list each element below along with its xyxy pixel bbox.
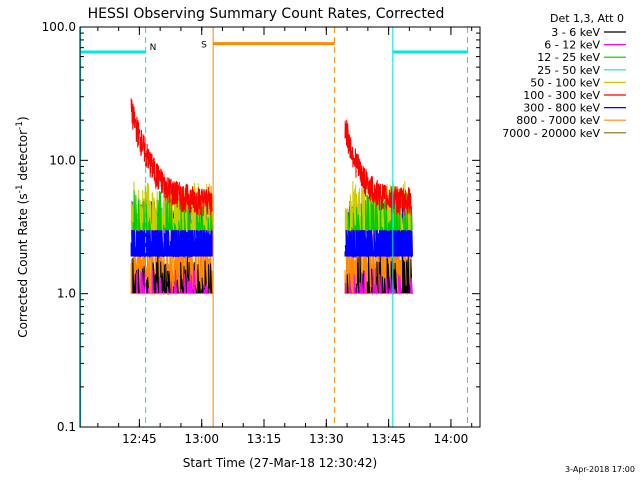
x-tick-label: 13:00	[184, 432, 219, 446]
series-100-300-kev-line-1	[344, 119, 412, 216]
legend-entry-label: 7000 - 20000 keV	[502, 127, 600, 140]
legend-entry-label: 100 - 300 keV	[523, 89, 600, 102]
data-layer	[130, 98, 413, 296]
y-tick-label: 100.0	[42, 20, 76, 34]
legend-entry-label: 800 - 7000 keV	[516, 114, 600, 127]
x-tick-label: 12:45	[122, 432, 157, 446]
legend-entry-label: 300 - 800 keV	[523, 102, 600, 115]
x-tick-label: 13:30	[309, 432, 344, 446]
legend-entry-label: 3 - 6 keV	[551, 26, 600, 39]
chart-title: HESSI Observing Summary Count Rates, Cor…	[88, 6, 445, 22]
y-tick-label: 0.1	[57, 420, 76, 434]
y-tick-label: 1.0	[57, 287, 76, 301]
legend-entry-label: 50 - 100 keV	[530, 76, 600, 89]
legend-header: Det 1,3, Att 0	[550, 12, 624, 25]
axes-layer: 0.1 1.0 10.0 100.0 12:45 13:00 13:15 13:30 13:45…	[42, 20, 480, 446]
legend-entry-label: 12 - 25 keV	[537, 51, 600, 64]
y-axis-label: Corrected Count Rate (s-1 detector-1)	[15, 116, 30, 337]
generation-timestamp: 3-Apr-2018 17:00	[565, 465, 635, 474]
legend-entry-label: 25 - 50 keV	[537, 64, 600, 77]
x-tick-label: 13:15	[247, 432, 282, 446]
saa-label: S	[201, 41, 207, 51]
night-label: N	[150, 43, 157, 53]
y-tick-label: 10.0	[49, 153, 76, 167]
x-tick-label: 14:00	[434, 432, 469, 446]
plot-frame	[79, 26, 481, 428]
series-100-300-kev-line-0	[130, 98, 213, 216]
series-1-band-3	[344, 200, 413, 259]
x-axis-label: Start Time (27-Mar-18 12:30:42)	[183, 456, 377, 470]
legend-entry-label: 6 - 12 keV	[544, 39, 600, 52]
x-tick-label: 13:45	[371, 432, 406, 446]
